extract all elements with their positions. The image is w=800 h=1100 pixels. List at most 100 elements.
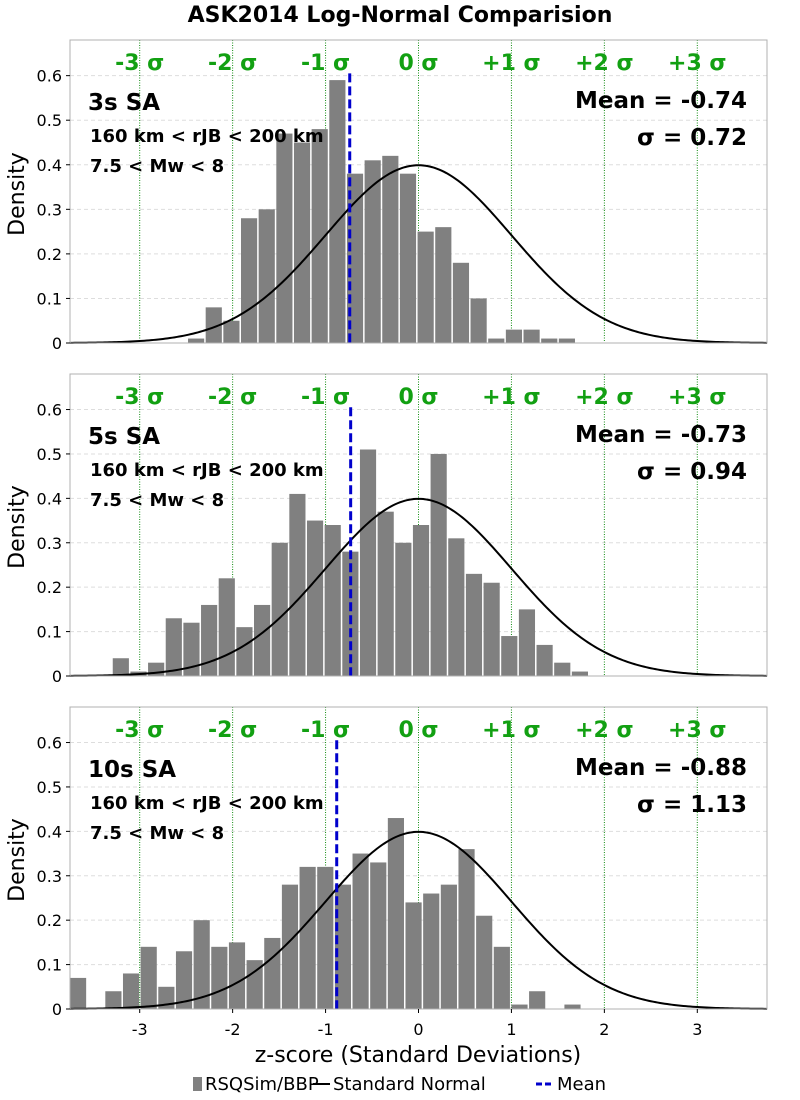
y-tick-label: 0.1 xyxy=(37,289,62,308)
legend: RSQSim/BBP Standard Normal Mean xyxy=(193,1074,606,1095)
histogram-bar xyxy=(382,155,399,343)
histogram-bar xyxy=(276,133,293,343)
histogram-bar xyxy=(493,946,510,1009)
histogram-bar xyxy=(211,946,228,1009)
sigma-label: -3 σ xyxy=(115,718,164,743)
y-tick-label: 0.3 xyxy=(37,200,62,219)
histogram-bar xyxy=(205,307,222,343)
histogram-bar xyxy=(236,627,253,676)
histogram-bar xyxy=(465,573,483,676)
y-tick-label: 0.6 xyxy=(37,734,62,753)
y-tick-label: 0.3 xyxy=(37,867,62,886)
sigma-value-label: σ = 0.94 xyxy=(637,459,747,485)
histogram-bar xyxy=(240,218,258,343)
histogram-bar xyxy=(223,320,240,343)
histogram-bar xyxy=(359,449,377,676)
legend-normal-label: Standard Normal xyxy=(333,1074,486,1095)
histogram-bar xyxy=(289,493,306,676)
histogram-bar xyxy=(183,622,200,676)
histogram-bar xyxy=(435,227,452,343)
histogram-bar xyxy=(254,604,271,676)
sigma-label: 0 σ xyxy=(398,385,438,410)
histogram-bar xyxy=(364,160,381,343)
sigma-label: -2 σ xyxy=(208,718,257,743)
sigma-label: -1 σ xyxy=(301,51,350,76)
histogram-bar xyxy=(387,818,404,1009)
histogram-bar xyxy=(299,866,316,1009)
sigma-label: -1 σ xyxy=(301,385,350,410)
histogram-bar xyxy=(122,973,140,1009)
y-axis-label-1: Density xyxy=(5,152,30,236)
histogram-bar xyxy=(423,893,440,1009)
histogram-bar xyxy=(395,542,412,676)
panel-1: 0 0.1 0.2 0.3 0.4 0.5 0.6 -3 σ -2 σ -1 σ 0 σ +1 σ +2… xyxy=(37,39,768,353)
histogram-bar xyxy=(306,520,324,676)
x-tick-label: 2 xyxy=(599,1020,609,1039)
distance-label: 160 km < rJB < 200 km xyxy=(90,460,324,481)
histogram-bar xyxy=(564,1004,581,1009)
y-tick-label: 0 xyxy=(52,667,62,686)
distance-label: 160 km < rJB < 200 km xyxy=(90,126,324,147)
mean-label: Mean = -0.73 xyxy=(575,422,747,448)
histogram-bar xyxy=(448,538,465,676)
x-tick-label: 0 xyxy=(413,1020,423,1039)
sigma-value-label: σ = 0.72 xyxy=(637,125,747,151)
histogram-bar xyxy=(377,511,394,676)
histogram-bar xyxy=(483,582,500,676)
histogram-bar xyxy=(352,853,369,1009)
sigma-label: -3 σ xyxy=(115,385,164,410)
panel-title: 10s SA xyxy=(88,757,176,783)
histogram-bar xyxy=(541,338,558,343)
y-tick-label: 0.4 xyxy=(37,822,62,841)
histogram-bar xyxy=(70,977,87,1009)
magnitude-label: 7.5 < Mw < 8 xyxy=(90,156,224,177)
legend-bars-label: RSQSim/BBP xyxy=(205,1074,319,1095)
legend-mean-label: Mean xyxy=(557,1074,606,1095)
histogram-bar xyxy=(218,578,235,676)
histogram-bar xyxy=(258,209,275,343)
histogram-bar xyxy=(317,866,334,1009)
histogram-bar xyxy=(440,884,457,1009)
histogram-bar xyxy=(571,671,588,676)
sigma-label: 0 σ xyxy=(398,718,438,743)
panel-3: 0 0.1 0.2 0.3 0.4 0.5 0.6 -3 σ -2 σ -1 σ 0 σ +1 σ +2… xyxy=(37,706,768,1039)
y-tick-label: 0.5 xyxy=(37,778,62,797)
y-tick-label: 0.3 xyxy=(37,534,62,553)
histogram-bar xyxy=(246,960,263,1009)
y-tick-label: 0.2 xyxy=(37,911,62,930)
histogram-bar xyxy=(518,609,536,676)
sigma-label: -1 σ xyxy=(301,718,350,743)
magnitude-label: 7.5 < Mw < 8 xyxy=(90,823,224,844)
sigma-value-label: σ = 1.13 xyxy=(637,792,747,818)
histogram-bar xyxy=(476,915,493,1009)
distance-label: 160 km < rJB < 200 km xyxy=(90,793,324,814)
sigma-label: +2 σ xyxy=(575,718,634,743)
histogram-bar xyxy=(501,636,518,676)
x-tick-label: -2 xyxy=(225,1020,241,1039)
histogram-bar xyxy=(536,644,553,676)
panel-2: 0 0.1 0.2 0.3 0.4 0.5 0.6 -3 σ -2 σ -1 σ 0 σ +1 σ +2… xyxy=(37,373,768,686)
histogram-bar xyxy=(228,942,246,1009)
y-tick-label: 0.2 xyxy=(37,578,62,597)
standard-normal-curve xyxy=(69,497,768,677)
x-tick-label: 1 xyxy=(506,1020,516,1039)
y-tick-label: 0.1 xyxy=(37,956,62,975)
histogram-bar xyxy=(370,862,387,1009)
sigma-label: 0 σ xyxy=(398,51,438,76)
histogram-bar xyxy=(175,951,193,1009)
sigma-label: -2 σ xyxy=(208,51,257,76)
x-tick-label: 3 xyxy=(692,1020,702,1039)
histogram-bar xyxy=(329,80,346,344)
histogram-bar xyxy=(470,298,487,343)
histogram-bar xyxy=(271,542,288,676)
sigma-label: +1 σ xyxy=(482,718,541,743)
sigma-label: +3 σ xyxy=(668,51,727,76)
y-tick-label: 0 xyxy=(52,1000,62,1019)
standard-normal-curve xyxy=(69,830,768,1010)
y-tick-label: 0.1 xyxy=(37,623,62,642)
histogram-bar xyxy=(452,262,470,343)
y-tick-label: 0 xyxy=(52,334,62,353)
histogram-bar xyxy=(558,338,575,343)
histogram-bar xyxy=(458,849,475,1009)
histogram-bar xyxy=(324,525,341,676)
